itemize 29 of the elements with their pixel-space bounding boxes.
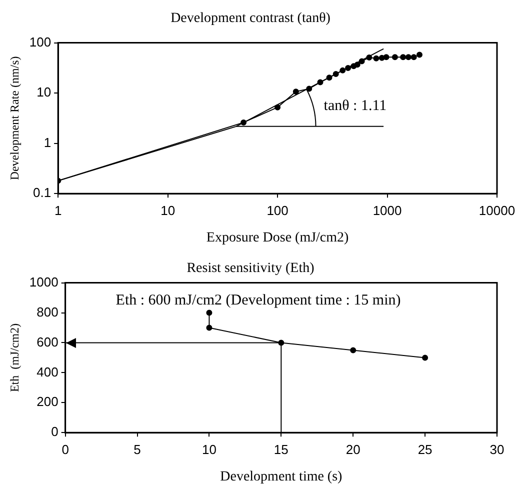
x-tick-label: 10000 (478, 202, 516, 218)
y-tick-label: 400 (36, 364, 58, 380)
x-tick-label: 100 (266, 202, 288, 218)
y-tick-label: 1000 (29, 274, 58, 290)
x-tick-label: 25 (418, 442, 432, 457)
y-axis-title: Eth (mJ/cm2) (7, 323, 22, 392)
chart-title: Development contrast (tanθ) (170, 11, 331, 26)
x-axis-title: Development time (s) (220, 469, 343, 484)
annotation: Eth : 600 mJ/cm2 (Development time : 15 min) (116, 292, 401, 309)
x-tick-label: 15 (274, 442, 288, 457)
x-tick-label: 0 (62, 442, 69, 457)
y-tick-label: 100 (29, 34, 52, 50)
y-tick-label: 1 (44, 134, 52, 150)
x-axis-title: Exposure Dose (mJ/cm2) (206, 230, 350, 246)
x-tick-label: 30 (490, 442, 504, 457)
y-tick-label: 0 (51, 424, 58, 440)
y-tick-label: 0.1 (33, 185, 52, 200)
x-tick-label: 10 (202, 442, 216, 457)
x-tick-label: 20 (346, 442, 360, 457)
chart-title: Resist sensitivity (Eth) (186, 261, 315, 276)
x-tick-label: 10 (160, 202, 176, 218)
y-tick-label: 800 (36, 304, 58, 320)
y-tick-label: 10 (36, 84, 52, 100)
x-tick-label: 5 (134, 442, 141, 457)
y-axis-title: Development Rate (nm/s) (7, 56, 22, 180)
annotation: tanθ : 1.11 (324, 98, 387, 114)
y-tick-label: 600 (36, 334, 58, 350)
y-tick-label: 200 (36, 394, 58, 410)
x-tick-label: 1000 (372, 202, 402, 218)
